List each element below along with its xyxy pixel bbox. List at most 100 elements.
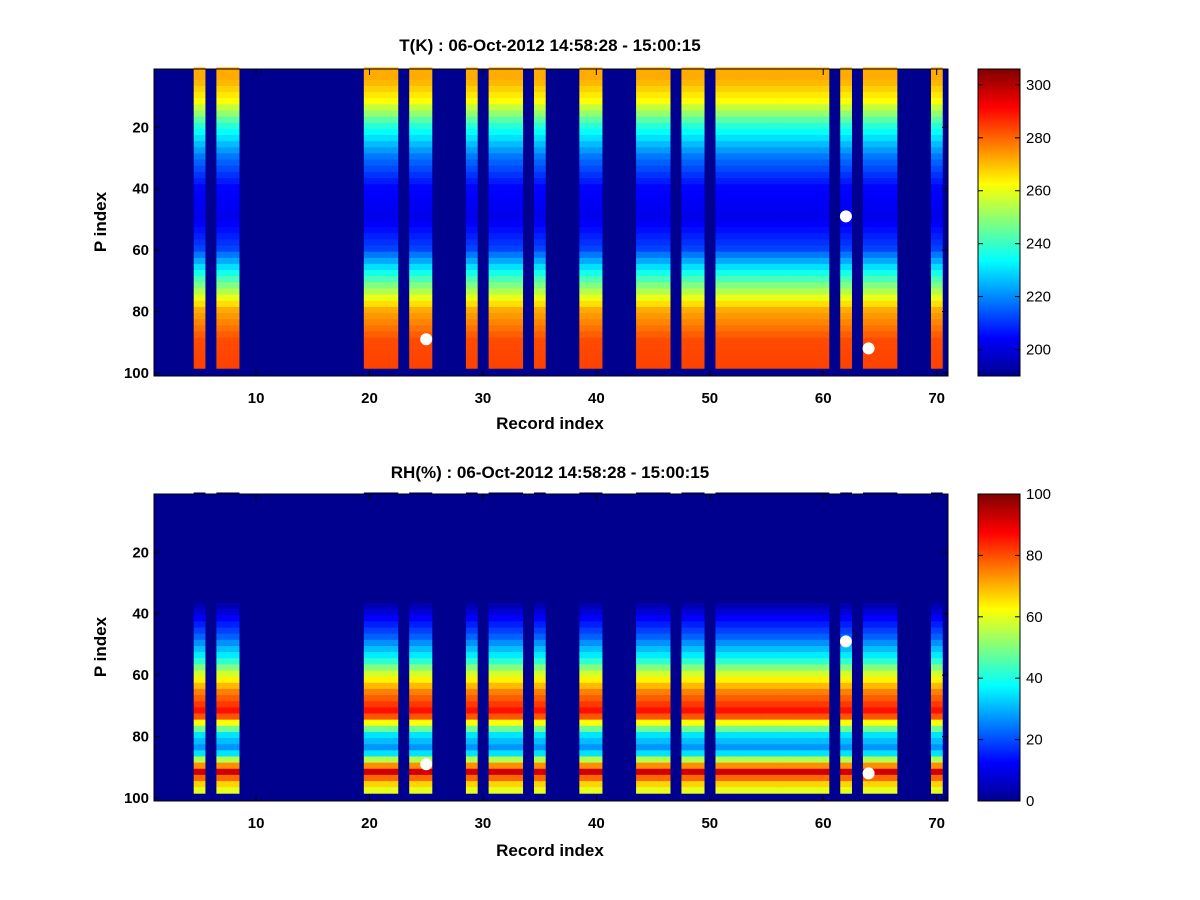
humidity-heatmap-cell-c54-p51 bbox=[749, 645, 762, 653]
temperature-heatmap-cell-c58-p73 bbox=[794, 288, 807, 296]
humidity-heatmap-cell-c58-p71 bbox=[794, 707, 807, 714]
temperature-heatmap-cell-c70-p11 bbox=[930, 98, 943, 105]
temperature-heatmap-cell-c20-p45 bbox=[363, 202, 376, 210]
temperature-heatmap-cell-c44-p21 bbox=[636, 128, 648, 136]
temperature-heatmap-cell-c5-p45 bbox=[193, 202, 206, 210]
temperature-heatmap-cell-c46-p89 bbox=[658, 337, 671, 345]
temperature-heatmap-cell-c58-p33 bbox=[794, 165, 807, 173]
humidity-heatmap-cell-c8-p47 bbox=[227, 633, 240, 641]
humidity-heatmap-cell-c35-p39 bbox=[533, 609, 546, 616]
humidity-heatmap-cell-c40-p19 bbox=[590, 547, 603, 555]
humidity-heatmap-cell-c59-p33 bbox=[806, 590, 818, 598]
humidity-chart-title: RH(%) : 06-Oct-2012 14:58:28 - 15:00:15 bbox=[391, 463, 709, 482]
temperature-heatmap-cell-c35-p23 bbox=[533, 135, 546, 142]
temperature-heatmap-cell-c60-p27 bbox=[817, 147, 830, 154]
temperature-heatmap-cell-c70-p85 bbox=[930, 325, 943, 332]
humidity-heatmap-cell-c57-p97 bbox=[783, 787, 796, 794]
humidity-heatmap-cell-c65-p31 bbox=[874, 584, 887, 592]
humidity-heatmap-cell-c31-p57 bbox=[488, 664, 501, 671]
humidity-heatmap-cell-c58-p57 bbox=[794, 664, 807, 671]
temperature-heatmap-cell-c31-p97 bbox=[488, 362, 501, 369]
temperature-heatmap-cell-c62-p35 bbox=[840, 171, 852, 179]
humidity-heatmap-cell-c59-p1 bbox=[806, 492, 818, 499]
temperature-heatmap-cell-c24-p97 bbox=[409, 362, 421, 369]
temperature-heatmap-cell-c57-p77 bbox=[783, 300, 796, 308]
humidity-heatmap-cell-c49-p61 bbox=[692, 676, 705, 684]
humidity-heatmap-cell-c5-p85 bbox=[193, 750, 206, 757]
temperature-heatmap-cell-c5-p11 bbox=[193, 98, 206, 105]
humidity-heatmap-cell-c44-p87 bbox=[636, 756, 648, 764]
temperature-heatmap-cell-c49-p17 bbox=[692, 116, 705, 124]
temperature-heatmap-cell-c60-p23 bbox=[817, 135, 830, 142]
humidity-heatmap-cell-c33-p17 bbox=[511, 541, 524, 549]
humidity-heatmap-cell-c70-p47 bbox=[930, 633, 943, 641]
temperature-heatmap-cell-c54-p91 bbox=[749, 343, 762, 351]
temperature-heatmap-cell-c49-p25 bbox=[692, 141, 705, 148]
humidity-heatmap-cell-c56-p59 bbox=[772, 670, 784, 678]
temperature-heatmap-cell-c39-p77 bbox=[579, 300, 592, 308]
humidity-heatmap-cell-c58-p3 bbox=[794, 498, 807, 506]
temperature-heatmap-cell-c22-p55 bbox=[386, 233, 399, 240]
humidity-heatmap-cell-c5-p1 bbox=[193, 492, 206, 499]
humidity-heatmap-cell-c57-p21 bbox=[783, 553, 796, 561]
temperature-heatmap-cell-c64-p67 bbox=[862, 270, 875, 277]
temperature-heatmap-cell-c35-p49 bbox=[533, 214, 546, 222]
humidity-heatmap-cell-c62-p71 bbox=[840, 707, 852, 714]
temperature-heatmap-cell-c35-p95 bbox=[533, 356, 546, 363]
humidity-heatmap-cell-c33-p3 bbox=[511, 498, 524, 506]
temperature-heatmap-cell-c24-p11 bbox=[409, 98, 421, 105]
humidity-heatmap-cell-c24-p17 bbox=[409, 541, 421, 549]
temperature-y-tick-label-4: 100 bbox=[124, 365, 149, 382]
humidity-heatmap-cell-c46-p85 bbox=[658, 750, 671, 757]
humidity-heatmap-cell-c45-p97 bbox=[647, 787, 660, 794]
humidity-heatmap-cell-c5-p5 bbox=[193, 504, 206, 512]
temperature-heatmap-cell-c25-p65 bbox=[420, 263, 433, 271]
temperature-heatmap-cell-c5-p71 bbox=[193, 282, 206, 289]
humidity-heatmap-cell-c7-p63 bbox=[216, 682, 229, 690]
temperature-heatmap-cell-c21-p43 bbox=[375, 196, 387, 203]
temperature-heatmap-cell-c25-p81 bbox=[420, 313, 433, 320]
temperature-heatmap-cell-c5-p3 bbox=[193, 73, 206, 81]
humidity-heatmap-cell-c8-p29 bbox=[227, 578, 240, 585]
temperature-heatmap-cell-c25-p3 bbox=[420, 73, 433, 81]
temperature-heatmap-cell-c33-p9 bbox=[511, 92, 524, 99]
humidity-heatmap-cell-c25-p71 bbox=[420, 707, 433, 714]
temperature-heatmap-cell-c39-p17 bbox=[579, 116, 592, 124]
humidity-heatmap-cell-c31-p15 bbox=[488, 535, 501, 542]
temperature-heatmap-cell-c22-p7 bbox=[386, 85, 399, 93]
temperature-heatmap-cell-c64-p63 bbox=[862, 257, 875, 265]
humidity-heatmap-cell-c53-p65 bbox=[738, 688, 750, 696]
humidity-heatmap-cell-c40-p33 bbox=[590, 590, 603, 598]
temperature-heatmap-cell-c21-p27 bbox=[375, 147, 387, 154]
temperature-heatmap-cell-c52-p25 bbox=[726, 141, 739, 148]
humidity-heatmap-cell-c21-p25 bbox=[375, 566, 387, 573]
humidity-heatmap-cell-c53-p13 bbox=[738, 529, 750, 536]
humidity-heatmap-cell-c70-p91 bbox=[930, 768, 943, 776]
humidity-heatmap-cell-c59-p65 bbox=[806, 688, 818, 696]
humidity-heatmap-cell-c40-p57 bbox=[590, 664, 603, 671]
temperature-heatmap-cell-c55-p69 bbox=[760, 276, 773, 283]
humidity-heatmap-cell-c24-p67 bbox=[409, 695, 421, 702]
humidity-heatmap-cell-c66-p11 bbox=[885, 523, 898, 530]
humidity-heatmap-cell-c24-p49 bbox=[409, 639, 421, 647]
temperature-heatmap-cell-c29-p75 bbox=[465, 294, 478, 302]
temperature-heatmap-cell-c48-p41 bbox=[681, 190, 694, 197]
temperature-heatmap-cell-c5-p35 bbox=[193, 171, 206, 179]
temperature-heatmap-cell-c20-p95 bbox=[363, 356, 376, 363]
humidity-heatmap-cell-c66-p89 bbox=[885, 762, 898, 770]
temperature-heatmap-cell-c21-p37 bbox=[375, 177, 387, 185]
temperature-heatmap-cell-c31-p37 bbox=[488, 177, 501, 185]
temperature-heatmap-cell-c58-p37 bbox=[794, 177, 807, 185]
temperature-heatmap-cell-c33-p27 bbox=[511, 147, 524, 154]
temperature-heatmap-cell-c62-p21 bbox=[840, 128, 852, 136]
temperature-heatmap-cell-c57-p17 bbox=[783, 116, 796, 124]
humidity-heatmap-cell-c57-p35 bbox=[783, 596, 796, 604]
humidity-heatmap-cell-c58-p41 bbox=[794, 615, 807, 622]
humidity-heatmap-cell-c51-p55 bbox=[715, 658, 728, 665]
temperature-heatmap-cell-c20-p13 bbox=[363, 104, 376, 111]
humidity-heatmap-cell-c22-p87 bbox=[386, 756, 399, 764]
humidity-heatmap-cell-c24-p19 bbox=[409, 547, 421, 555]
temperature-heatmap-cell-c54-p63 bbox=[749, 257, 762, 265]
humidity-heatmap-cell-c64-p75 bbox=[862, 719, 875, 727]
humidity-heatmap-cell-c22-p45 bbox=[386, 627, 399, 635]
